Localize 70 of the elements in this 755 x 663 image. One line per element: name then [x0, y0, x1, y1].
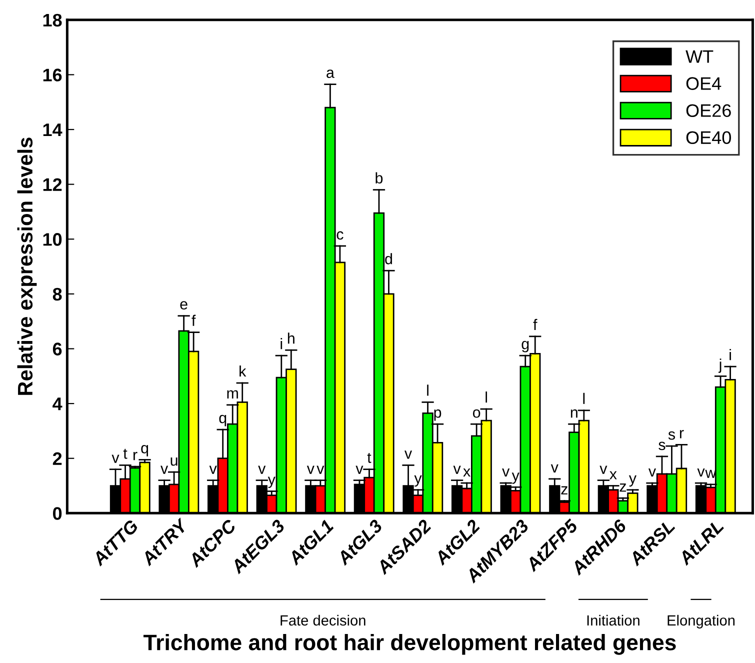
data-label: v: [697, 468, 705, 477]
y-tick-label: 2: [52, 452, 62, 465]
data-label: v: [550, 464, 558, 472]
data-label: l: [427, 384, 428, 396]
data-label: v: [404, 450, 412, 459]
data-label: r: [680, 430, 684, 438]
data-label: i: [280, 338, 282, 350]
data-label: s: [658, 442, 666, 450]
data-label: n: [570, 409, 578, 418]
data-label: t: [123, 448, 128, 459]
data-label: y: [628, 475, 636, 487]
data-label: v: [453, 466, 461, 474]
data-label: z: [620, 484, 626, 492]
data-label: l: [583, 392, 585, 404]
text: Fate decision: [280, 614, 366, 626]
y-tick-label: 16: [43, 68, 62, 82]
y-tick-label: 6: [52, 342, 62, 356]
data-label: v: [502, 468, 510, 477]
data-label: s: [668, 431, 676, 440]
data-label: v: [160, 466, 168, 474]
data-label: v: [600, 466, 608, 474]
data-label: x: [610, 471, 617, 480]
data-label: q: [219, 414, 226, 426]
data-label: v: [648, 468, 656, 477]
data-label: g: [522, 340, 529, 352]
x-axis-title: Trichome and root hair development related genes: [144, 634, 676, 655]
data-label: o: [472, 409, 480, 418]
legend-label: OE40: [686, 131, 731, 144]
data-label: y: [268, 476, 276, 488]
data-label: c: [336, 231, 344, 240]
data-label: y: [414, 475, 422, 487]
data-label: d: [385, 253, 392, 264]
data-label: a: [326, 70, 334, 78]
data-label: u: [170, 458, 178, 466]
y-tick-label: 8: [52, 288, 62, 301]
data-label: m: [227, 390, 238, 398]
data-label: e: [180, 301, 188, 310]
data-label: v: [258, 466, 266, 474]
legend-label: OE26: [686, 104, 731, 117]
legend-label: WT: [686, 50, 714, 63]
data-label: v: [306, 466, 314, 474]
y-tick-label: 12: [43, 178, 62, 191]
data-label: q: [141, 445, 148, 456]
data-label: h: [288, 332, 294, 344]
data-label: k: [240, 365, 246, 377]
data-label: f: [192, 314, 196, 326]
data-label: r: [133, 452, 138, 460]
data-label: b: [376, 172, 383, 184]
data-label: t: [367, 452, 372, 463]
data-label: j: [718, 358, 722, 373]
data-label: z: [561, 486, 568, 494]
data-label: v: [209, 466, 217, 474]
data-label: v: [316, 466, 324, 474]
text: Initiation: [587, 614, 640, 626]
data-label: x: [463, 468, 470, 477]
data-label: v: [112, 454, 120, 463]
y-tick-label: 10: [43, 233, 62, 246]
y-tick-label: 4: [52, 398, 62, 410]
y-tick-label: 18: [43, 14, 62, 27]
data-label: v: [356, 466, 364, 474]
y-tick-label: 0: [53, 507, 62, 520]
data-label: l: [486, 391, 487, 403]
data-label: f: [533, 318, 538, 330]
text: Elongation: [668, 614, 735, 628]
data-label: y: [512, 472, 520, 484]
y-axis-title: Relative expression levels: [17, 138, 37, 395]
legend-label: OE4: [686, 77, 722, 90]
data-label: p: [434, 409, 442, 421]
data-label: i: [730, 349, 731, 360]
y-tick-label: 14: [43, 124, 62, 136]
